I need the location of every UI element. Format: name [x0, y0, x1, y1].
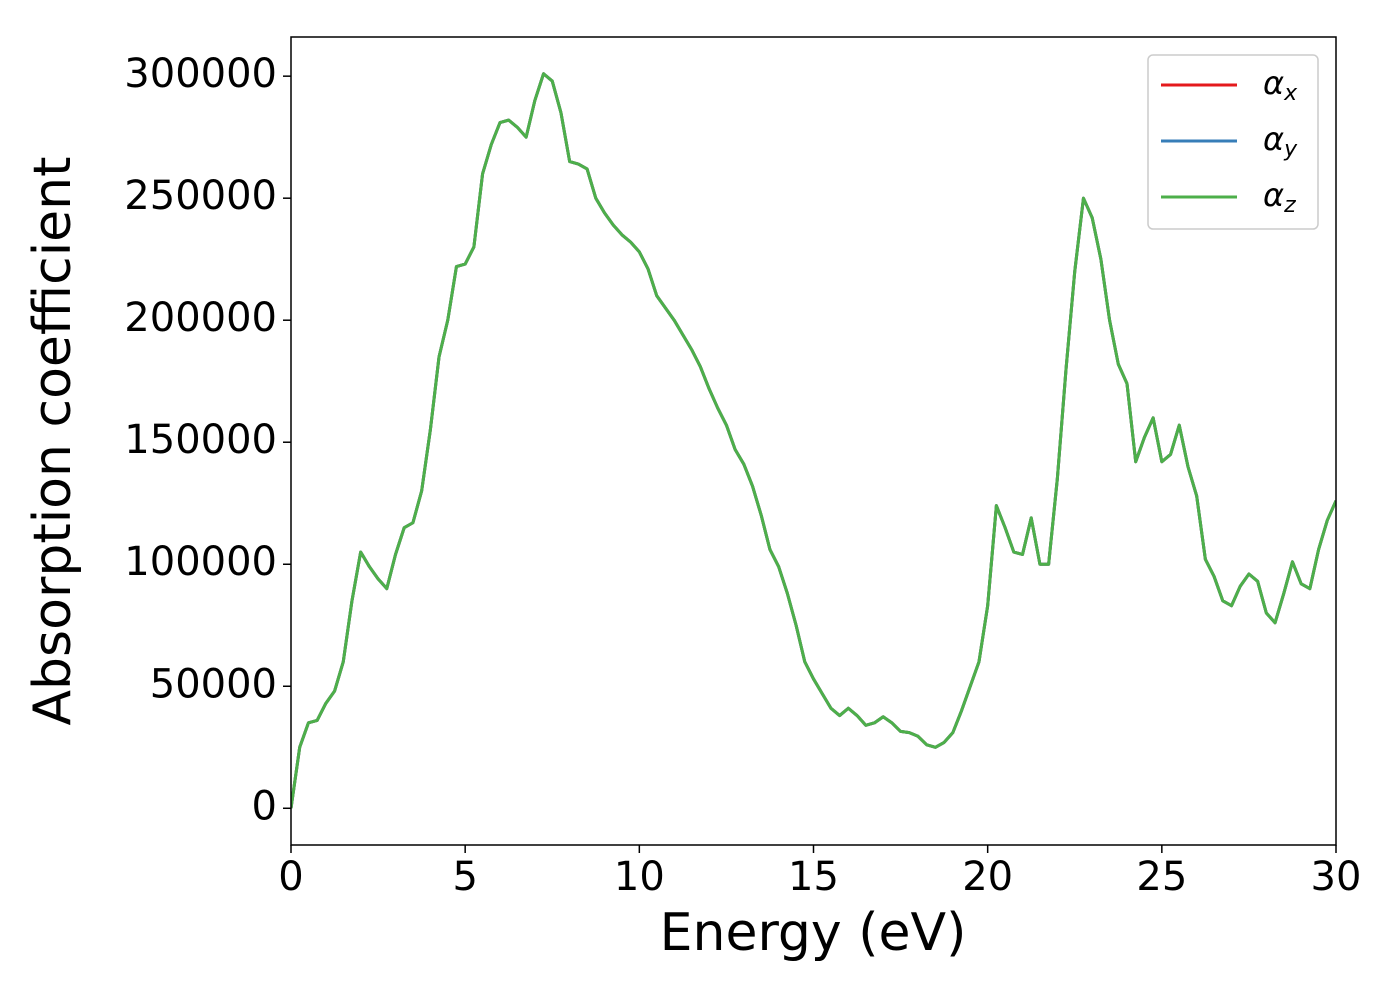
x-tick-label: 25 [1136, 854, 1187, 900]
y-tick-label: 150000 [124, 417, 277, 463]
x-tick-label: 0 [278, 854, 303, 900]
y-tick-label: 200000 [124, 295, 277, 341]
x-tick-label: 20 [962, 854, 1013, 900]
y-tick-label: 0 [252, 783, 277, 829]
y-tick-label: 100000 [124, 539, 277, 585]
x-axis-label: Energy (eV) [660, 903, 967, 963]
x-tick-label: 30 [1311, 854, 1362, 900]
y-tick-label: 50000 [150, 661, 277, 707]
y-tick-label: 250000 [124, 173, 277, 219]
plot-frame [290, 36, 1337, 846]
legend-label: αz [1263, 176, 1296, 218]
x-tick-label: 15 [788, 854, 839, 900]
data-line [291, 72, 1336, 809]
y-tick-label: 300000 [124, 51, 277, 97]
x-tick-label: 10 [614, 854, 665, 900]
legend-label: αy [1263, 120, 1298, 162]
legend-label: αx [1263, 64, 1298, 106]
y-axis-label: Absorption coefficient [23, 156, 83, 725]
x-tick-label: 5 [452, 854, 477, 900]
